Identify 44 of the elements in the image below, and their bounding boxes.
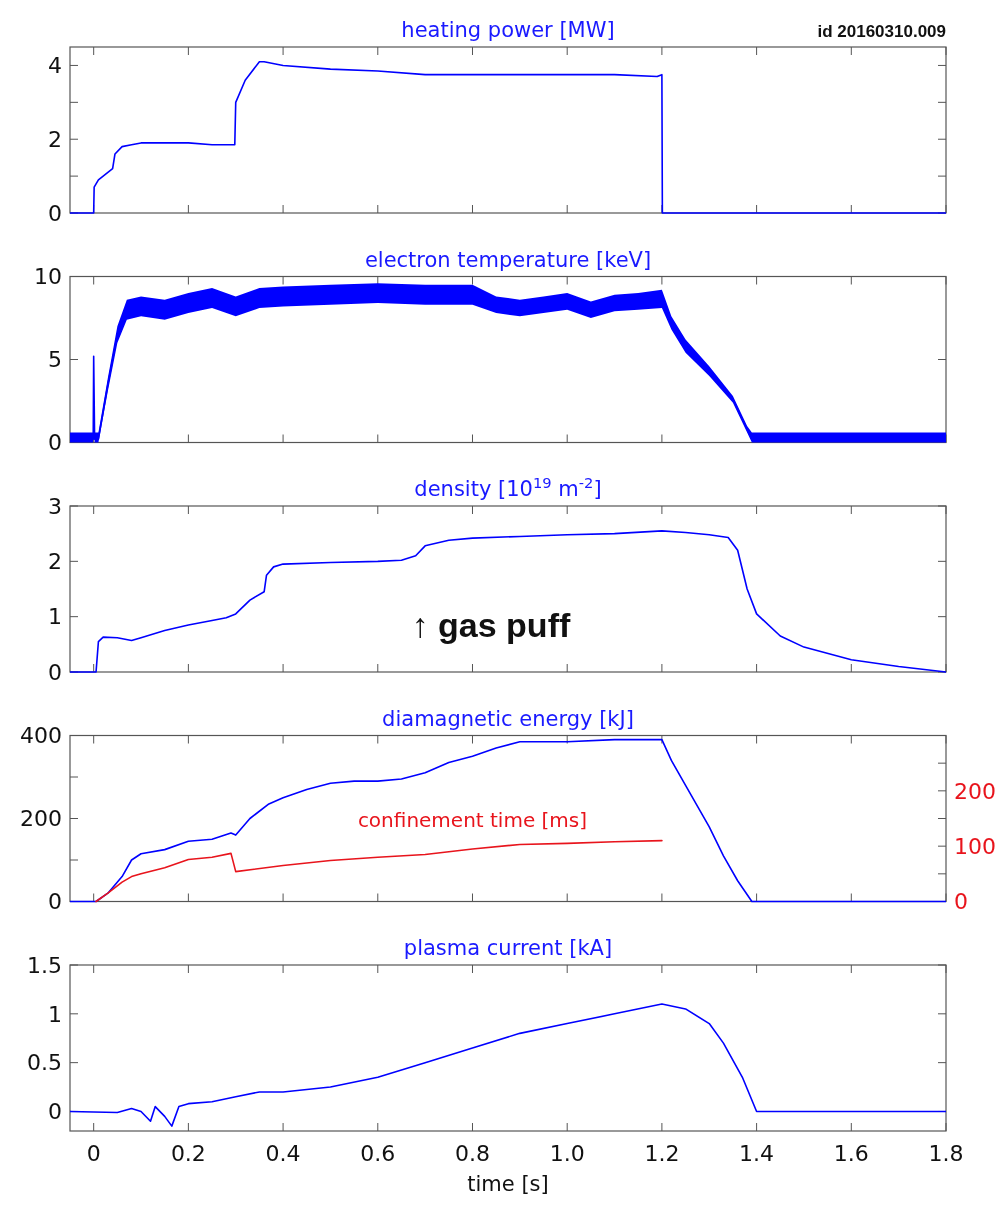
line-series	[70, 530, 946, 673]
line-series	[70, 60, 946, 214]
y2-tick-label: 200	[954, 778, 996, 804]
y-tick-label: 5	[48, 347, 62, 373]
y-tick-label: 10	[34, 264, 62, 290]
x-tick-label: 0	[86, 1141, 101, 1166]
x-tick-label: 1.2	[644, 1141, 680, 1166]
x-tick-label: 1.4	[739, 1141, 775, 1166]
y-tick-label: 200	[20, 806, 62, 832]
y-tick-label: 3	[48, 493, 62, 519]
y-tick-label: 1	[48, 604, 62, 630]
chart-title: electron temperature [keV]	[364, 247, 652, 272]
x-tick-label: 1.0	[549, 1141, 585, 1166]
chart-title: plasma current [kA]	[403, 936, 613, 960]
x-tick-label: 0.8	[454, 1141, 490, 1166]
y-tick-label: 2	[48, 549, 62, 575]
annotation: ↑ gas puff	[411, 606, 571, 645]
y-tick-label: 0	[48, 430, 62, 456]
text: id 20160310.009	[817, 22, 946, 41]
x-tick-label: 1.8	[928, 1141, 964, 1166]
x-tick-label: 0.2	[170, 1141, 206, 1166]
chart-title: heating power [MW]	[401, 18, 615, 42]
y-tick-label: 2	[48, 126, 62, 152]
y-tick-label: 0	[48, 200, 62, 226]
line-series	[95, 839, 663, 903]
y-tick-label: 0	[48, 1099, 62, 1125]
x-tick-label: 1.6	[833, 1141, 869, 1166]
x-tick-label: 0.6	[360, 1141, 396, 1166]
y-tick-label: 0.5	[27, 1050, 62, 1076]
y2-tick-label: 100	[954, 833, 996, 859]
chart-title: density [10$^{19}$ m$^{-2}$]	[414, 473, 602, 501]
y-tick-label: 1.5	[27, 952, 62, 978]
chart-title: diamagnetic energy [kJ]	[382, 706, 634, 731]
y-tick-label: 0	[48, 889, 62, 915]
x-axis-title: time [s]	[467, 1172, 549, 1196]
line-series	[70, 1003, 946, 1127]
x-tick-label: 0.4	[265, 1141, 301, 1166]
series-label: confinement time [ms]	[357, 807, 588, 832]
y2-tick-label: 0	[954, 889, 968, 915]
y-tick-label: 0	[48, 659, 62, 685]
y-tick-label: 1	[48, 1001, 62, 1027]
y-tick-label: 400	[20, 723, 62, 749]
y-tick-label: 4	[48, 53, 62, 79]
line-series	[70, 738, 946, 903]
